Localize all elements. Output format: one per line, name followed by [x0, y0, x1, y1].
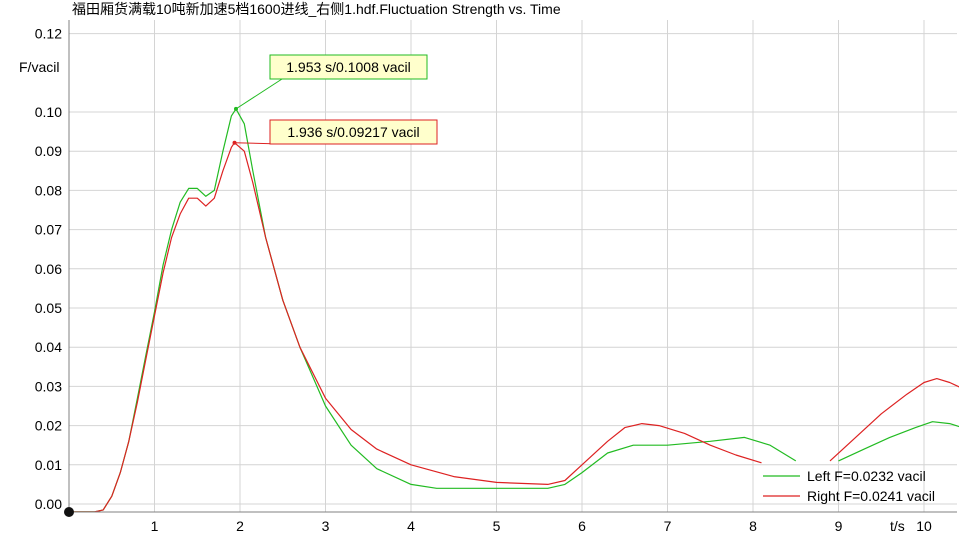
series-line-left	[69, 108, 797, 513]
x-tick-label: 8	[749, 518, 757, 534]
x-tick-label: 6	[578, 518, 586, 534]
x-tick-label: 7	[664, 518, 672, 534]
annotation-label: 1.953 s/0.1008 vacil	[286, 59, 411, 75]
x-tick-label: 3	[322, 518, 330, 534]
y-tick-label: 0.00	[35, 496, 62, 512]
x-axis-label: t/s	[890, 518, 905, 534]
series-line-right	[69, 142, 762, 513]
x-tick-label: 5	[493, 518, 501, 534]
origin-dot	[64, 507, 74, 517]
series-line-left	[838, 421, 959, 462]
annotation-label: 1.936 s/0.09217 vacil	[287, 124, 419, 140]
x-tick-label: 1	[151, 518, 159, 534]
y-tick-label: 0.06	[35, 261, 62, 277]
y-tick-label: 0.03	[35, 378, 62, 394]
y-tick-label: 0.12	[35, 26, 62, 42]
grid	[69, 20, 957, 512]
annotations: 1.953 s/0.1008 vacil 1.936 s/0.09217 vaci…	[232, 54, 438, 145]
x-tick-label: 9	[835, 518, 843, 534]
series-layer	[69, 108, 959, 513]
chart-title: 福田厢货满载10吨新加速5档1600进线_右侧1.hdf.Fluctuation…	[72, 1, 561, 17]
series-line-right	[829, 378, 959, 462]
legend-label: Right F=0.0241 vacil	[807, 488, 935, 504]
legend-label: Left F=0.0232 vacil	[807, 468, 926, 484]
annotation-box	[269, 119, 438, 145]
annotation-box	[269, 54, 428, 80]
y-tick-label: 0.05	[35, 300, 62, 316]
y-tick-label: 0.08	[35, 182, 62, 198]
y-tick-label: 0.02	[35, 418, 62, 434]
axes: 1 2 3 4 5 6 7 8 9 10 0.12 0.10 0.09 0.08 0.07 0.06 0.05 0…	[35, 20, 957, 534]
x-tick-label: 4	[407, 518, 415, 534]
x-tick-label: 10	[916, 518, 932, 534]
y-axis-label: F/vacil	[19, 59, 59, 75]
y-tick-label: 0.07	[35, 222, 62, 238]
legend: Left F=0.0232 vacil Right F=0.0241 vacil	[763, 468, 935, 504]
x-tick-label: 2	[236, 518, 244, 534]
y-tick-label: 0.10	[35, 104, 62, 120]
annotation-leader	[235, 78, 283, 110]
annotation-marker	[232, 140, 237, 145]
y-tick-label: 0.09	[35, 143, 62, 159]
y-tick-label: 0.01	[35, 457, 62, 473]
y-tick-label: 0.04	[35, 339, 62, 355]
annotation-marker	[233, 106, 238, 111]
